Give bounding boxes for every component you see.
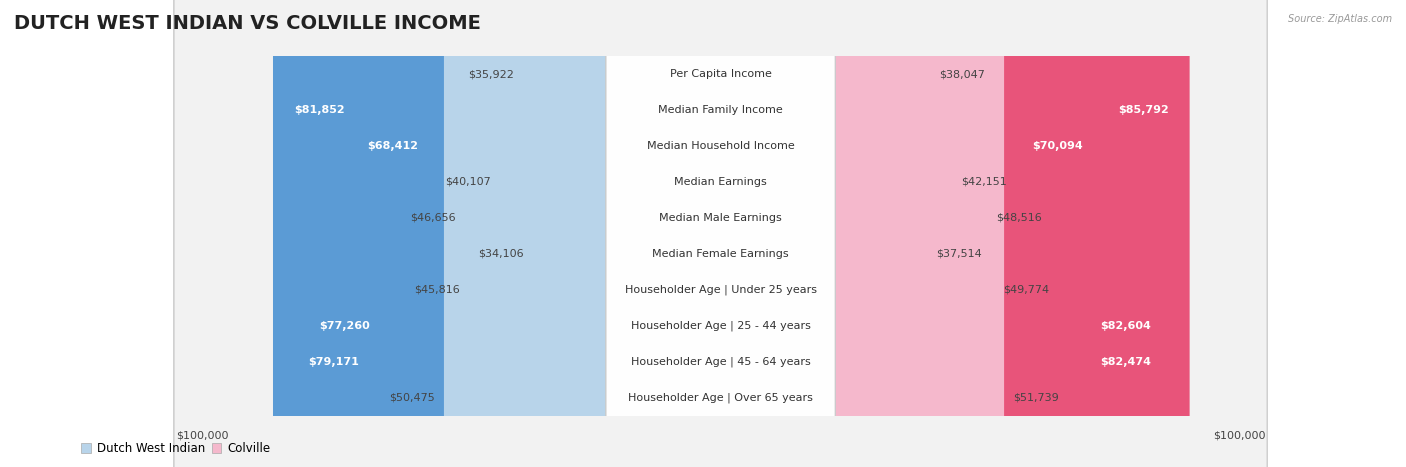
FancyBboxPatch shape	[174, 0, 1267, 467]
FancyBboxPatch shape	[606, 0, 835, 467]
Text: $70,094: $70,094	[1032, 141, 1084, 151]
FancyBboxPatch shape	[718, 0, 987, 467]
Text: $100,000: $100,000	[1213, 431, 1265, 441]
FancyBboxPatch shape	[470, 0, 723, 467]
FancyBboxPatch shape	[606, 0, 835, 467]
Text: Householder Age | 25 - 44 years: Householder Age | 25 - 44 years	[631, 320, 810, 331]
Text: $50,475: $50,475	[389, 393, 434, 403]
FancyBboxPatch shape	[718, 0, 1104, 467]
Text: DUTCH WEST INDIAN VS COLVILLE INCOME: DUTCH WEST INDIAN VS COLVILLE INCOME	[14, 14, 481, 33]
Text: $40,107: $40,107	[446, 177, 491, 187]
FancyBboxPatch shape	[465, 0, 723, 467]
FancyBboxPatch shape	[718, 0, 952, 467]
Text: Median Male Earnings: Median Male Earnings	[659, 213, 782, 223]
FancyBboxPatch shape	[606, 0, 835, 467]
FancyBboxPatch shape	[501, 0, 723, 467]
FancyBboxPatch shape	[718, 0, 1004, 467]
FancyBboxPatch shape	[718, 0, 1171, 467]
FancyBboxPatch shape	[288, 0, 723, 467]
Text: Median Earnings: Median Earnings	[675, 177, 766, 187]
FancyBboxPatch shape	[523, 0, 723, 467]
Text: Source: ZipAtlas.com: Source: ZipAtlas.com	[1288, 14, 1392, 24]
Text: $46,656: $46,656	[411, 213, 456, 223]
FancyBboxPatch shape	[606, 0, 835, 467]
Text: $34,106: $34,106	[478, 249, 524, 259]
FancyBboxPatch shape	[174, 0, 1267, 467]
FancyBboxPatch shape	[174, 0, 1267, 467]
FancyBboxPatch shape	[174, 0, 1267, 467]
FancyBboxPatch shape	[174, 0, 1267, 467]
Text: Median Family Income: Median Family Income	[658, 105, 783, 115]
FancyBboxPatch shape	[606, 0, 835, 467]
Text: $77,260: $77,260	[319, 321, 370, 331]
FancyBboxPatch shape	[606, 0, 835, 467]
Text: $79,171: $79,171	[308, 357, 359, 367]
Text: $68,412: $68,412	[367, 141, 418, 151]
FancyBboxPatch shape	[298, 0, 723, 467]
Text: $82,474: $82,474	[1099, 357, 1152, 367]
FancyBboxPatch shape	[273, 0, 723, 467]
FancyBboxPatch shape	[718, 0, 1189, 467]
FancyBboxPatch shape	[606, 0, 835, 467]
Text: $81,852: $81,852	[294, 105, 344, 115]
Text: $37,514: $37,514	[936, 249, 981, 259]
Text: $42,151: $42,151	[962, 177, 1007, 187]
FancyBboxPatch shape	[174, 0, 1267, 467]
Text: $49,774: $49,774	[1002, 285, 1049, 295]
Text: Householder Age | 45 - 64 years: Householder Age | 45 - 64 years	[631, 356, 810, 367]
FancyBboxPatch shape	[718, 0, 994, 467]
Text: $35,922: $35,922	[468, 69, 515, 79]
Text: $82,604: $82,604	[1101, 321, 1152, 331]
FancyBboxPatch shape	[606, 0, 835, 467]
FancyBboxPatch shape	[174, 0, 1267, 467]
Text: Per Capita Income: Per Capita Income	[669, 69, 772, 79]
FancyBboxPatch shape	[346, 0, 723, 467]
FancyBboxPatch shape	[718, 0, 1173, 467]
FancyBboxPatch shape	[174, 0, 1267, 467]
Text: $45,816: $45,816	[415, 285, 460, 295]
FancyBboxPatch shape	[444, 0, 723, 467]
FancyBboxPatch shape	[606, 0, 835, 467]
FancyBboxPatch shape	[174, 0, 1267, 467]
FancyBboxPatch shape	[606, 0, 835, 467]
Text: Householder Age | Over 65 years: Householder Age | Over 65 years	[628, 392, 813, 403]
Legend: Dutch West Indian, Colville: Dutch West Indian, Colville	[76, 438, 276, 460]
Text: $100,000: $100,000	[176, 431, 228, 441]
FancyBboxPatch shape	[718, 0, 929, 467]
Text: Householder Age | Under 25 years: Householder Age | Under 25 years	[624, 284, 817, 295]
Text: $48,516: $48,516	[995, 213, 1042, 223]
FancyBboxPatch shape	[533, 0, 723, 467]
Text: $85,792: $85,792	[1118, 105, 1168, 115]
Text: $51,739: $51,739	[1014, 393, 1059, 403]
FancyBboxPatch shape	[718, 0, 927, 467]
Text: Median Household Income: Median Household Income	[647, 141, 794, 151]
Text: $38,047: $38,047	[939, 69, 984, 79]
Text: Median Female Earnings: Median Female Earnings	[652, 249, 789, 259]
FancyBboxPatch shape	[174, 0, 1267, 467]
